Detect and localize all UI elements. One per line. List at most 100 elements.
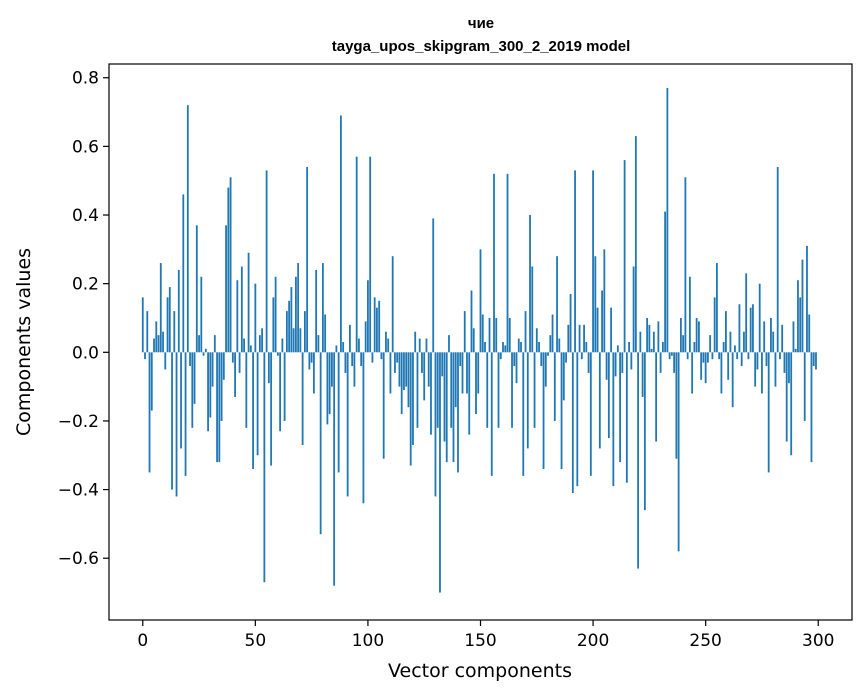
bar-165 [513, 352, 516, 367]
bar-274 [758, 283, 761, 353]
bar-185 [558, 338, 561, 353]
bar-143 [463, 311, 466, 353]
bar-211 [616, 345, 619, 353]
bar-49 [252, 352, 254, 469]
bar-162 [506, 173, 509, 353]
bar-55 [265, 170, 268, 353]
bar-84 [331, 352, 333, 387]
bar-231 [661, 342, 664, 353]
bar-80 [321, 263, 324, 353]
bar-14 [173, 311, 176, 353]
bar-288 [790, 352, 793, 456]
bar-155 [490, 352, 493, 476]
bar-293 [801, 259, 804, 353]
bar-172 [529, 215, 531, 353]
bar-65 [288, 300, 291, 353]
bar-154 [488, 317, 491, 353]
bar-175 [535, 328, 538, 353]
bar-292 [799, 297, 802, 353]
bar-233 [666, 88, 669, 353]
bar-109 [387, 338, 390, 353]
bar-234 [668, 352, 671, 360]
bar-48 [249, 345, 252, 353]
x-tick-label: 300 [802, 631, 834, 651]
bar-247 [698, 321, 700, 353]
bar-160 [502, 342, 504, 353]
bar-220 [637, 352, 640, 569]
bar-181 [549, 335, 552, 353]
bar-58 [272, 297, 275, 353]
bar-207 [607, 352, 610, 439]
y-tick-label: 0.2 [72, 275, 99, 295]
bar-92 [349, 324, 351, 353]
bar-67 [292, 328, 295, 353]
bar-69 [297, 263, 300, 353]
bar-98 [362, 352, 365, 504]
bar-97 [360, 352, 363, 367]
bar-144 [466, 352, 468, 394]
bar-93 [351, 352, 354, 367]
bar-228 [655, 352, 658, 442]
bar-240 [682, 335, 685, 353]
bar-113 [396, 352, 399, 363]
bar-246 [695, 317, 698, 353]
bar-157 [495, 317, 498, 353]
bar-161 [504, 345, 507, 353]
bar-203 [598, 352, 601, 449]
bar-96 [358, 338, 360, 353]
bar-267 [743, 331, 745, 353]
bar-3 [148, 352, 151, 473]
bar-201 [594, 256, 597, 353]
bar-78 [317, 335, 320, 353]
bar-125 [423, 352, 426, 401]
bar-194 [578, 324, 581, 353]
bar-54 [263, 352, 266, 583]
bar-191 [571, 352, 574, 494]
bar-56 [267, 352, 270, 384]
bar-241 [684, 177, 687, 353]
y-axis-ticks: −0.6 −0.4 −0.2 0.0 0.2 0.4 0.6 0.8 [58, 69, 109, 569]
bar-47 [247, 252, 250, 353]
bar-106 [380, 352, 383, 360]
bar-146 [470, 290, 473, 353]
bar-200 [592, 170, 594, 353]
bar-101 [369, 156, 372, 353]
bar-150 [479, 249, 482, 353]
bar-38 [227, 187, 230, 353]
bar-83 [328, 352, 331, 415]
bar-184 [556, 256, 558, 353]
bar-284 [781, 324, 784, 353]
bar-253 [711, 352, 714, 360]
bar-263 [734, 345, 736, 353]
bar-243 [688, 276, 691, 353]
bar-145 [468, 352, 471, 435]
bar-237 [675, 352, 678, 459]
bar-111 [391, 256, 394, 353]
bar-276 [763, 321, 766, 353]
bar-90 [344, 352, 347, 373]
bars-group [141, 88, 817, 593]
bar-183 [553, 352, 556, 421]
bar-189 [567, 324, 570, 353]
bar-158 [497, 352, 500, 428]
bar-186 [560, 352, 563, 469]
y-axis-label: Components values [13, 248, 35, 436]
bar-251 [707, 352, 709, 363]
bar-30 [209, 352, 212, 418]
bar-29 [207, 352, 209, 432]
bar-272 [754, 352, 757, 387]
bar-21 [189, 352, 191, 367]
bar-227 [652, 331, 655, 353]
bar-8 [159, 263, 162, 353]
bar-289 [792, 321, 795, 353]
bar-229 [657, 321, 660, 353]
bar-163 [508, 317, 511, 353]
bar-295 [806, 245, 808, 353]
bar-27 [202, 352, 205, 356]
bar-104 [376, 307, 378, 353]
bar-148 [475, 352, 477, 415]
bar-76 [312, 352, 315, 394]
bar-122 [416, 352, 419, 428]
bar-11 [166, 297, 169, 353]
